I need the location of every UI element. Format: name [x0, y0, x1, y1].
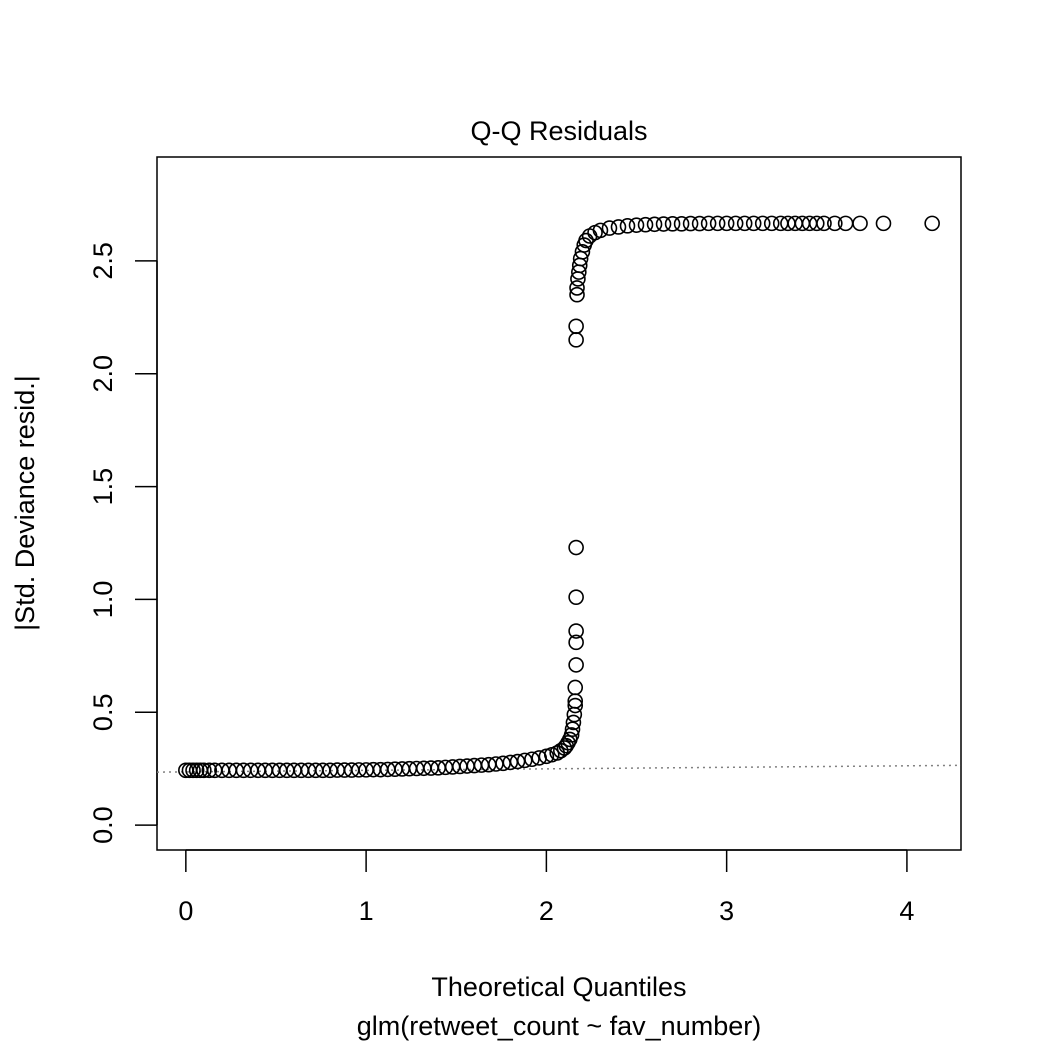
data-points: [178, 215, 940, 779]
data-point: [568, 634, 584, 651]
data-point: [852, 215, 868, 232]
chart-title: Q-Q Residuals: [470, 116, 647, 146]
data-point: [827, 215, 843, 232]
y-tick-label: 1.0: [88, 581, 118, 619]
data-point: [578, 232, 594, 249]
data-point: [727, 215, 744, 232]
x-axis-subtitle: glm(retweet_count ~ fav_number): [357, 1011, 761, 1041]
data-point: [745, 215, 762, 232]
x-tick-label: 2: [539, 896, 554, 926]
data-point: [610, 219, 627, 235]
reference-line: [156, 764, 962, 773]
y-tick-label: 1.5: [88, 468, 118, 506]
data-point: [837, 215, 854, 232]
y-tick-label: 0.0: [88, 806, 118, 844]
data-point: [619, 218, 636, 234]
x-axis-label: Theoretical Quantiles: [431, 972, 686, 1002]
data-point: [655, 216, 672, 232]
data-point: [673, 216, 690, 232]
data-point: [700, 215, 717, 232]
data-point: [816, 215, 832, 232]
data-point: [568, 318, 584, 335]
y-tick-label: 2.0: [88, 355, 118, 393]
data-point: [563, 727, 580, 743]
data-point: [567, 679, 584, 696]
y-axis-label: |Std. Deviance resid.|: [10, 375, 40, 631]
y-tick-label: 0.5: [88, 694, 118, 732]
x-axis: 0 1 2 3 4: [178, 849, 914, 926]
data-point: [568, 332, 584, 348]
data-point: [601, 220, 618, 236]
data-point: [709, 215, 726, 232]
data-point: [924, 215, 940, 232]
data-point: [664, 216, 681, 232]
data-point: [682, 215, 699, 232]
data-point: [569, 286, 585, 303]
data-point: [569, 280, 585, 296]
data-point: [736, 215, 753, 232]
data-point: [568, 589, 584, 605]
data-point: [524, 751, 540, 768]
x-tick-label: 3: [719, 896, 734, 926]
data-point: [556, 740, 573, 756]
data-point: [628, 217, 645, 233]
data-point: [516, 752, 533, 769]
x-tick-label: 1: [359, 896, 374, 926]
data-point: [560, 734, 576, 751]
data-point: [564, 721, 581, 738]
data-point: [574, 244, 591, 260]
data-point: [754, 215, 771, 232]
data-point: [196, 762, 212, 779]
y-axis: 0.0 0.5 1.0 1.5 2.0 2.5: [88, 242, 158, 844]
data-point: [565, 714, 582, 731]
data-point: [691, 215, 708, 232]
data-point: [568, 657, 584, 673]
data-point: [568, 539, 584, 556]
data-point: [637, 216, 654, 233]
data-point: [763, 215, 780, 232]
data-point: [592, 222, 609, 239]
data-point: [185, 762, 201, 779]
x-tick-label: 4: [899, 896, 914, 926]
x-tick-label: 0: [178, 896, 193, 926]
data-point: [567, 697, 584, 714]
data-point: [201, 762, 218, 779]
y-tick-label: 2.5: [88, 242, 118, 280]
data-point: [718, 215, 735, 232]
data-point: [875, 215, 892, 232]
data-point: [646, 216, 663, 233]
data-point: [568, 623, 584, 639]
data-point: [188, 762, 205, 779]
data-point: [808, 215, 825, 232]
